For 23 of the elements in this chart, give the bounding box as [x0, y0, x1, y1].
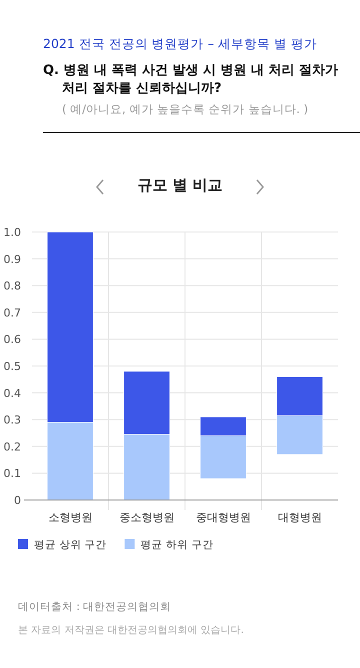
y-tick-label: 0.5 [4, 360, 21, 373]
text: 데이터출처 : 대한전공의협의회 [18, 600, 172, 614]
y-tick-label: 0.9 [4, 252, 21, 266]
chart-subtitle: Q. 병원 내 폭력 사건 발생 시 병원 내 처리 절차가 처리 절차를 신뢰하십니까? [43, 62, 340, 98]
y-tick-label: 0.2 [4, 440, 21, 454]
text: 규모 별 비교 [136, 176, 224, 195]
x-tick-label: 대형병원 [278, 511, 322, 524]
y-tick-label: 0.3 [4, 414, 21, 427]
y-tick-label: 0.4 [4, 386, 21, 400]
x-tick-label: 중소형병원 [119, 511, 174, 524]
x-tick-label: 소형병원 [48, 511, 92, 524]
chart-title: 2021 전국 전공의 병원평가 – 세부항목 별 평가 [43, 36, 317, 53]
x-tick-label: 중대형병원 [196, 511, 251, 524]
legend-label: 평균 상위 구간 [34, 539, 107, 551]
y-tick-label: 0.6 [4, 333, 21, 346]
y-tick-label: 0.8 [4, 280, 21, 293]
y-tick-label: 0.1 [4, 467, 21, 480]
legend-label: 평균 하위 구간 [140, 539, 214, 551]
text: ( 예/아니요, 예가 높을수록 순위가 높습니다. ) [62, 102, 308, 117]
text: 본 자료의 저작권은 대한전공의협의회에 있습니다. [18, 624, 244, 637]
y-tick-label: 1.0 [4, 226, 21, 239]
y-tick-label: 0.7 [4, 306, 21, 320]
y-tick-label: 0 [14, 494, 21, 507]
